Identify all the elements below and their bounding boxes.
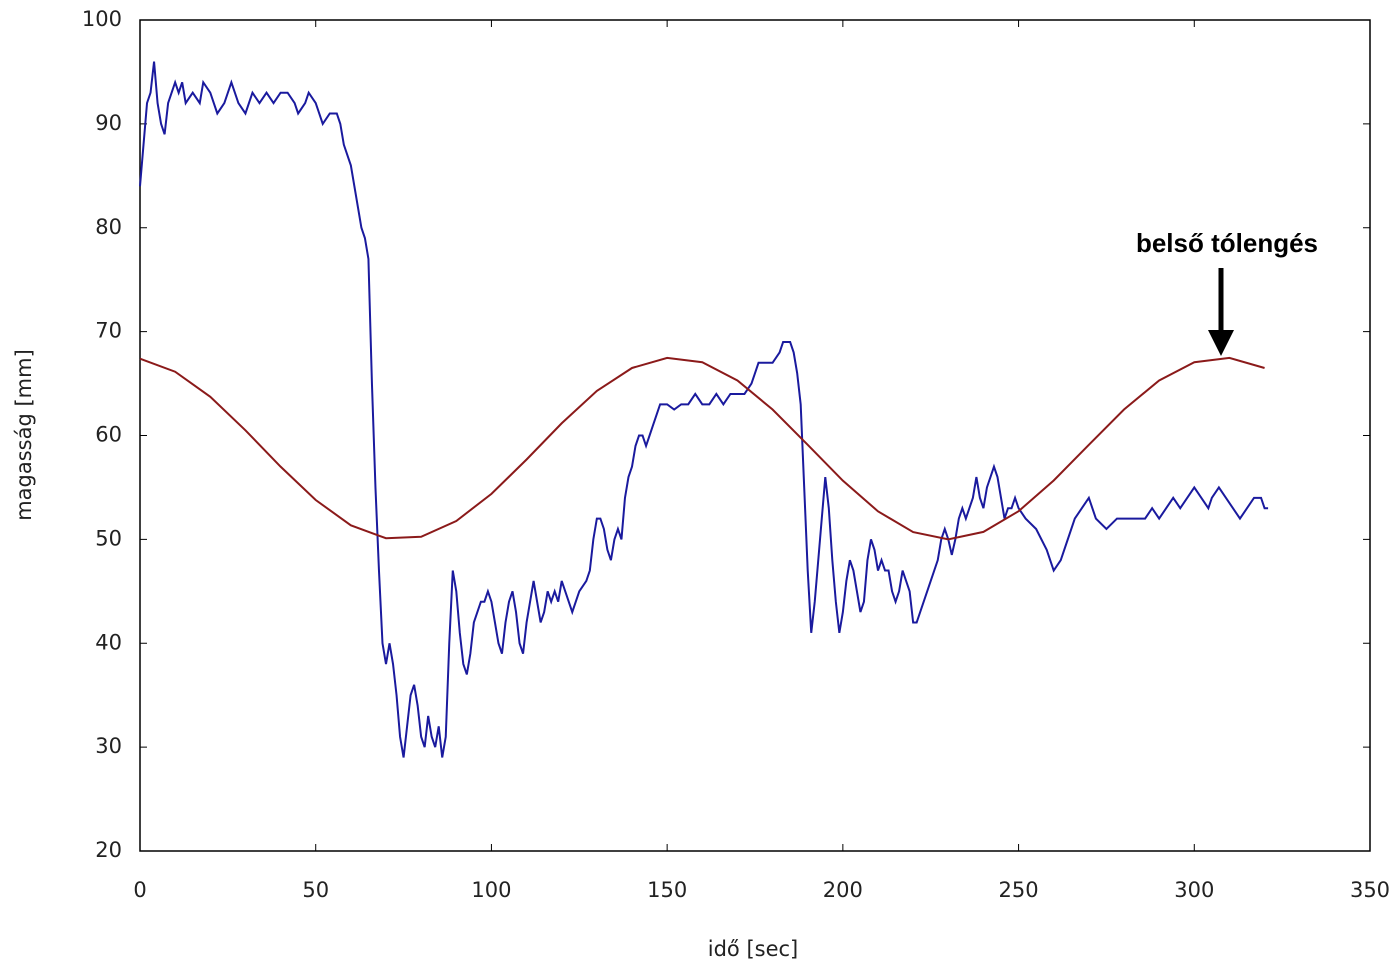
annotation-arrowhead [1208, 330, 1234, 356]
x-tick-label: 100 [471, 878, 511, 902]
y-tick-label: 60 [95, 423, 122, 447]
x-tick-label: 150 [647, 878, 687, 902]
y-tick-label: 100 [82, 7, 122, 31]
x-tick-label: 250 [999, 878, 1039, 902]
x-tick-label: 0 [133, 878, 146, 902]
y-tick-label: 90 [95, 111, 122, 135]
y-tick-label: 70 [95, 319, 122, 343]
y-tick-label: 40 [95, 630, 122, 654]
plot-frame [139, 19, 1371, 852]
x-tick-label: 300 [1174, 878, 1214, 902]
y-tick-label: 50 [95, 526, 122, 550]
y-tick-label: 20 [95, 838, 122, 862]
x-tick-label: 50 [302, 878, 329, 902]
annotation: belső tólengés [1136, 228, 1318, 258]
y-axis-label: magasság [mm] [12, 349, 36, 521]
y-tick-label: 80 [95, 215, 122, 239]
data-line [139, 356, 1265, 541]
x-tick-label: 200 [823, 878, 863, 902]
x-tick-label: 350 [1350, 878, 1390, 902]
data-line [139, 61, 1269, 758]
y-tick-label: 30 [95, 734, 122, 758]
x-axis-label: idő [sec] [708, 937, 798, 961]
